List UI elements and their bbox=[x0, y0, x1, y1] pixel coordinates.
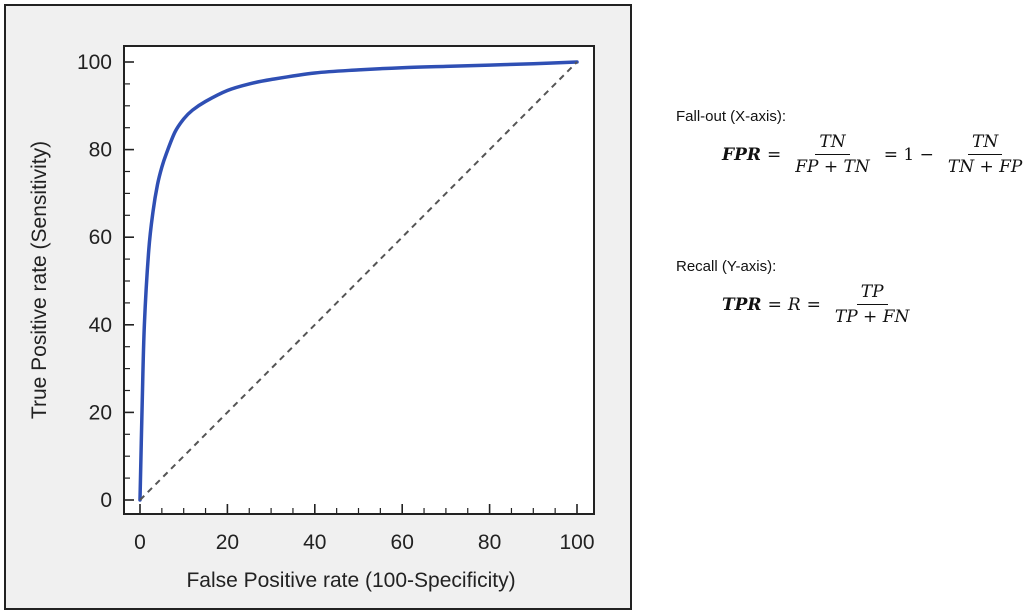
y-tick-label: 20 bbox=[89, 401, 112, 424]
x-ticks: 0 20 40 60 80 100 bbox=[134, 504, 595, 554]
y-tick-label: 80 bbox=[89, 139, 112, 162]
roc-curve bbox=[138, 60, 579, 502]
x-tick-label: 40 bbox=[303, 531, 326, 554]
x-tick-label: 20 bbox=[216, 531, 239, 554]
x-tick-label: 100 bbox=[559, 531, 594, 554]
x-tick-label: 60 bbox=[391, 531, 414, 554]
x-axis-label: False Positive rate (100-Specificity) bbox=[186, 569, 515, 592]
x-tick-label: 0 bbox=[134, 531, 146, 554]
y-minor-ticks bbox=[124, 83, 130, 479]
x-minor-ticks bbox=[161, 508, 556, 514]
y-tick-label: 0 bbox=[100, 489, 112, 512]
y-tick-label: 60 bbox=[89, 226, 112, 249]
y-axis-label: True Positive rate (Sensitivity) bbox=[28, 141, 51, 419]
random-classifier-diagonal bbox=[139, 61, 578, 501]
x-tick-label: 80 bbox=[478, 531, 501, 554]
y-tick-label: 100 bbox=[77, 51, 112, 74]
y-ticks: 0 20 40 60 80 100 bbox=[77, 51, 134, 512]
y-tick-label: 40 bbox=[89, 314, 112, 337]
series-layer bbox=[138, 60, 579, 502]
